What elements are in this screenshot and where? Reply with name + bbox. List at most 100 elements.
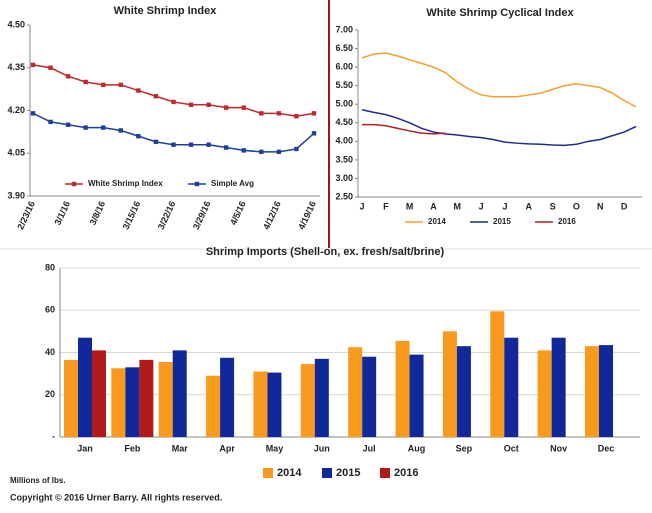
legend-label: White Shrimp Index bbox=[88, 179, 163, 188]
marker bbox=[153, 139, 159, 145]
y-tick-label: 80 bbox=[45, 262, 55, 272]
x-tick-label: Sep bbox=[456, 443, 473, 453]
marker bbox=[101, 82, 106, 88]
bar bbox=[111, 368, 126, 437]
marker bbox=[83, 79, 88, 85]
legend-label: 2015 bbox=[493, 217, 511, 226]
marker bbox=[83, 125, 88, 130]
marker bbox=[171, 99, 176, 105]
marker bbox=[206, 102, 211, 107]
bar bbox=[64, 359, 78, 437]
x-tick-label: A bbox=[526, 201, 533, 211]
bar bbox=[92, 350, 106, 437]
marker bbox=[241, 105, 246, 110]
x-tick-label: M bbox=[454, 201, 462, 211]
chart-title: Shrimp Imports (Shell-on, ex. fresh/salt… bbox=[206, 246, 445, 258]
marker bbox=[223, 105, 229, 110]
x-tick-label: Nov bbox=[550, 443, 567, 453]
legend-label: 2015 bbox=[336, 467, 360, 479]
marker bbox=[294, 146, 299, 152]
x-tick-label: D bbox=[621, 201, 628, 211]
x-tick-label: S bbox=[550, 201, 556, 211]
y-tick-label: 3.00 bbox=[335, 173, 353, 183]
x-tick-label: Jul bbox=[363, 443, 376, 453]
marker bbox=[171, 142, 176, 147]
y-tick-label: 3.50 bbox=[335, 154, 353, 164]
y-tick-label: 2.50 bbox=[335, 191, 353, 201]
marker bbox=[65, 122, 71, 127]
bar bbox=[442, 331, 457, 437]
bar bbox=[585, 346, 599, 437]
chart-title: White Shrimp Index bbox=[114, 5, 218, 17]
marker bbox=[48, 65, 53, 70]
x-tick-label: May bbox=[266, 443, 284, 453]
y-tick-label: 4.20 bbox=[7, 105, 25, 115]
line bbox=[362, 123, 446, 135]
line bbox=[361, 52, 637, 108]
y-tick-label: 5.00 bbox=[335, 99, 353, 109]
bar bbox=[220, 357, 235, 437]
x-tick-label: Jun bbox=[314, 443, 330, 453]
y-tick-label: 40 bbox=[45, 347, 55, 357]
legend-label: Simple Avg bbox=[211, 179, 254, 188]
y-tick-label: 3.90 bbox=[7, 190, 25, 200]
y-tick-label: 6.00 bbox=[335, 61, 353, 71]
bar bbox=[300, 364, 315, 437]
axis-label: Millions of lbs. bbox=[10, 476, 66, 485]
bar bbox=[172, 350, 187, 437]
y-tick-label: 60 bbox=[45, 305, 55, 315]
bar bbox=[362, 356, 377, 437]
marker bbox=[30, 62, 36, 68]
bar bbox=[206, 375, 221, 437]
marker bbox=[311, 131, 317, 136]
x-tick-label: Aug bbox=[408, 443, 426, 453]
x-tick-label: Mar bbox=[172, 443, 189, 453]
chart-title: White Shrimp Cyclical Index bbox=[426, 7, 574, 19]
footer: Copyright © 2016 Urner Barry. All rights… bbox=[10, 492, 222, 502]
bar bbox=[504, 337, 519, 437]
x-tick-label: Feb bbox=[124, 443, 141, 453]
marker bbox=[48, 119, 53, 125]
marker bbox=[188, 102, 194, 107]
marker bbox=[118, 82, 124, 88]
x-tick-label: N bbox=[597, 201, 604, 211]
marker bbox=[136, 88, 141, 93]
legend-marker bbox=[71, 181, 77, 187]
x-tick-label: F bbox=[383, 201, 389, 211]
x-tick-label: J bbox=[359, 201, 364, 211]
legend-swatch bbox=[263, 468, 273, 478]
x-tick-label: J bbox=[479, 201, 484, 211]
marker bbox=[276, 111, 282, 116]
marker bbox=[241, 148, 246, 153]
x-tick-label: A bbox=[430, 201, 437, 211]
x-tick-label: Jan bbox=[77, 443, 93, 453]
marker bbox=[259, 111, 264, 116]
y-tick-label: - bbox=[52, 431, 55, 441]
x-tick-label: Dec bbox=[598, 443, 615, 453]
x-tick-label: J bbox=[502, 201, 507, 211]
marker bbox=[223, 145, 229, 150]
legend-label: 2014 bbox=[428, 217, 446, 226]
legend-label: 2016 bbox=[558, 217, 576, 226]
bar bbox=[253, 371, 268, 437]
marker bbox=[311, 111, 317, 116]
marker bbox=[65, 74, 71, 79]
y-tick-label: 4.50 bbox=[335, 117, 353, 127]
bar bbox=[599, 345, 613, 437]
marker bbox=[294, 114, 299, 119]
bar bbox=[267, 372, 282, 437]
legend-swatch bbox=[380, 468, 390, 478]
x-tick-label: O bbox=[573, 201, 580, 211]
y-tick-label: 5.50 bbox=[335, 80, 353, 90]
marker bbox=[206, 142, 211, 147]
bar bbox=[537, 350, 552, 437]
bar bbox=[551, 337, 566, 437]
y-tick-label: 4.00 bbox=[335, 136, 353, 146]
bar bbox=[395, 340, 410, 437]
bar bbox=[139, 359, 154, 437]
bar bbox=[348, 347, 363, 437]
marker bbox=[153, 94, 159, 99]
y-tick-label: 4.50 bbox=[7, 19, 25, 29]
legend-swatch bbox=[322, 468, 332, 478]
marker bbox=[188, 142, 194, 147]
